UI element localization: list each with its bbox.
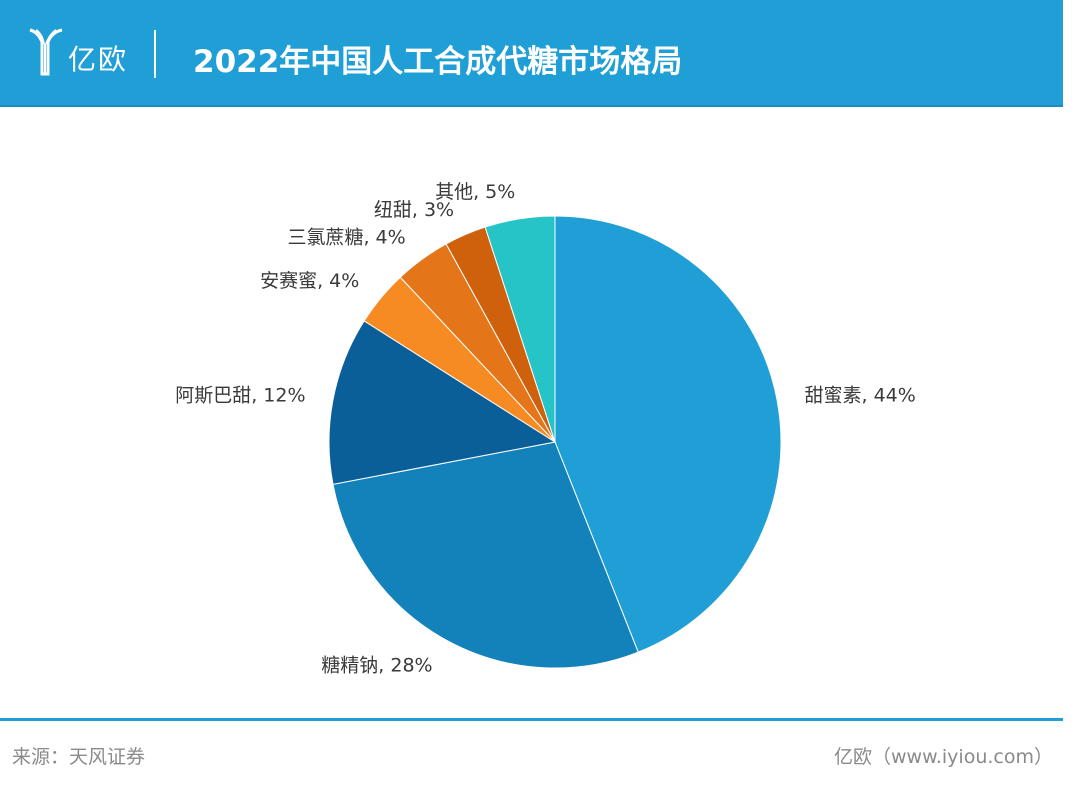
pie-slice-2 (328, 320, 557, 485)
pie-label-6: 其他, 5% (435, 181, 515, 203)
page-title: 2022年中国人工合成代糖市场格局 (193, 44, 683, 80)
logo-icon (29, 28, 63, 76)
pie-labels: 甜蜜素, 44% 糖精钠, 28% 阿斯巴甜, 12% 安赛蜜, 4% 三氯蔗糖, 4%… (175, 181, 916, 676)
pie-slice-1 (332, 441, 639, 669)
pie-label-1: 糖精钠, 28% (321, 655, 432, 677)
brand-logo: 亿欧 (28, 26, 138, 78)
pie-chart: 甜蜜素, 44% 糖精钠, 28% 阿斯巴甜, 12% 安赛蜜, 4% 三氯蔗糖, 4%… (175, 181, 916, 676)
header-bar: 亿欧 2022年中国人工合成代糖市场格局 (0, 0, 1063, 107)
source-text: 来源：天风证券 (12, 746, 146, 768)
header-divider (154, 30, 156, 78)
footer-brand: 亿欧（www.iyiou.com） (833, 746, 1053, 768)
pie-slices (328, 215, 782, 669)
pie-slice-6 (484, 215, 556, 443)
pie-label-2: 阿斯巴甜, 12% (175, 384, 305, 406)
pie-label-3: 安赛蜜, 4% (260, 270, 359, 292)
footer-divider (0, 718, 1063, 721)
pie-label-5: 纽甜, 3% (374, 199, 454, 221)
pie-label-4: 三氯蔗糖, 4% (287, 227, 405, 249)
pie-label-0: 甜蜜素, 44% (805, 384, 916, 406)
logo-text: 亿欧 (68, 43, 129, 76)
pie-slice-0 (554, 215, 782, 653)
pie-chart-area: 甜蜜素, 44% 糖精钠, 28% 阿斯巴甜, 12% 安赛蜜, 4% 三氯蔗糖, 4%… (0, 110, 1077, 710)
